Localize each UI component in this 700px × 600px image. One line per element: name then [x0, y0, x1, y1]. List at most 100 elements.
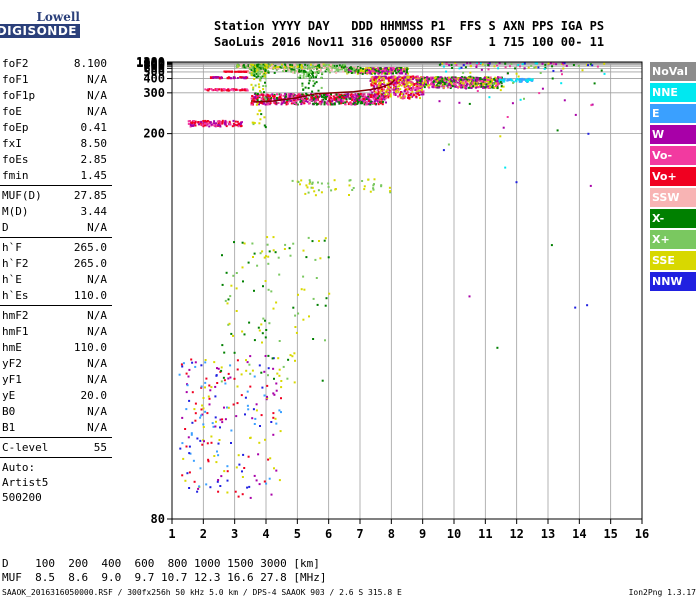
- echo-point: [254, 66, 257, 69]
- echo-point: [496, 64, 499, 67]
- echo-point: [287, 96, 290, 99]
- echo-point: [591, 64, 594, 67]
- echo-point: [264, 85, 267, 88]
- echo-point: [400, 81, 403, 84]
- echo-point: [198, 485, 201, 488]
- echo-point: [240, 122, 243, 124]
- echo-point: [351, 69, 354, 72]
- echo-point: [411, 89, 414, 92]
- echo-point: [479, 80, 482, 83]
- param-row: hmF1 N/A: [0, 324, 112, 340]
- param-divider: [0, 437, 112, 438]
- echo-point: [197, 121, 200, 123]
- echo-point: [246, 361, 249, 364]
- echo-point: [351, 68, 354, 70]
- echo-point: [404, 85, 407, 88]
- echo-point: [239, 76, 242, 79]
- echo-point: [304, 86, 307, 89]
- echo-point: [393, 91, 396, 94]
- echo-point: [241, 63, 243, 66]
- echo-point: [398, 82, 401, 85]
- echo-point: [252, 86, 255, 89]
- echo-point: [452, 76, 455, 79]
- echo-point: [333, 98, 336, 101]
- x-tick-label: 8: [388, 527, 395, 541]
- echo-point: [309, 75, 312, 78]
- echo-point: [232, 89, 235, 92]
- echo-point: [345, 98, 348, 101]
- echo-point: [293, 64, 296, 67]
- echo-point: [320, 66, 323, 69]
- echo-point: [410, 81, 412, 84]
- echo-point: [313, 66, 316, 69]
- x-tick-label: 16: [635, 527, 649, 541]
- echo-point: [479, 62, 482, 64]
- echo-point: [373, 90, 376, 93]
- echo-point: [352, 71, 355, 74]
- echo-point: [422, 83, 425, 86]
- echo-point: [208, 403, 211, 406]
- echo-point: [368, 99, 370, 102]
- echo-point: [466, 83, 469, 86]
- echo-point: [261, 98, 264, 101]
- param-value: 55: [93, 441, 107, 454]
- echo-point: [200, 408, 203, 411]
- echo-point: [390, 78, 393, 80]
- echo-point: [411, 90, 414, 93]
- echo-point: [306, 93, 308, 96]
- echo-point: [234, 123, 237, 126]
- echo-point: [392, 83, 395, 86]
- echo-point: [204, 359, 207, 361]
- echo-point: [373, 82, 376, 85]
- echo-point: [217, 442, 220, 445]
- echo-point: [255, 409, 258, 412]
- echo-point: [314, 258, 317, 261]
- echo-point: [218, 439, 221, 441]
- y-tick-label: 300: [143, 86, 165, 100]
- echo-point: [325, 67, 328, 69]
- echo-point: [397, 90, 400, 93]
- echo-point: [251, 99, 254, 102]
- echo-point: [390, 69, 393, 72]
- echo-point: [423, 86, 426, 89]
- echo-point: [306, 100, 309, 103]
- echo-point: [236, 385, 239, 388]
- echo-point: [376, 71, 379, 74]
- echo-point: [338, 101, 341, 104]
- echo-point: [264, 280, 267, 282]
- echo-point: [295, 99, 298, 102]
- echo-point: [204, 88, 207, 91]
- echo-point: [302, 77, 305, 79]
- echo-point: [499, 76, 502, 79]
- echo-point: [455, 77, 458, 80]
- echo-point: [217, 454, 220, 457]
- param-row: yF1 N/A: [0, 372, 112, 388]
- echo-point: [259, 118, 262, 121]
- echo-point: [433, 84, 436, 87]
- distance-muf-table: D 100 200 400 600 800 1000 1500 3000 [km…: [2, 557, 327, 585]
- echo-point: [320, 69, 322, 71]
- echo-point: [253, 69, 256, 71]
- echo-point: [268, 65, 271, 68]
- echo-point: [288, 100, 291, 103]
- echo-point: [299, 95, 302, 97]
- echo-point: [181, 416, 184, 419]
- echo-point: [305, 97, 308, 100]
- echo-point: [312, 94, 314, 97]
- echo-point: [279, 430, 282, 433]
- echo-point: [213, 124, 216, 127]
- echo-point: [329, 103, 332, 106]
- echo-point: [311, 182, 314, 185]
- echo-point: [430, 82, 433, 85]
- echo-point: [312, 297, 315, 300]
- echo-point: [438, 78, 441, 81]
- echo-point: [234, 490, 237, 493]
- echo-point: [530, 64, 533, 67]
- echo-point: [218, 77, 221, 80]
- f-layer-trace: [253, 79, 396, 103]
- echo-point: [415, 78, 418, 81]
- echo-point: [390, 80, 392, 83]
- echo-point: [384, 86, 387, 88]
- echo-point: [375, 76, 378, 78]
- echo-point: [386, 82, 389, 85]
